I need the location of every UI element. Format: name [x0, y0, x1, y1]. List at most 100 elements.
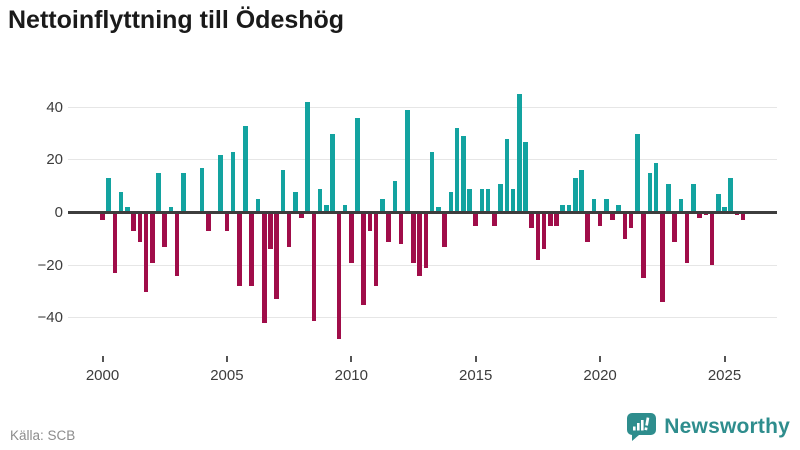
bar [311, 212, 317, 321]
bar [709, 212, 715, 266]
page-title: Nettoinflyttning till Ödeshög [8, 6, 345, 34]
x-tick [101, 356, 104, 362]
bar [162, 212, 167, 247]
bar [678, 199, 684, 213]
x-tick [474, 356, 477, 362]
bar [386, 212, 391, 242]
bar [174, 212, 180, 276]
bar [181, 173, 186, 213]
bar [230, 152, 236, 213]
bar [510, 188, 516, 213]
bar [361, 212, 367, 305]
bar [218, 154, 223, 213]
newsworthy-logo-text: Newsworthy [664, 415, 790, 438]
bar [255, 199, 261, 213]
bar [205, 212, 211, 232]
bar [137, 212, 143, 242]
bar [429, 152, 435, 213]
y-tick-label: 0 [54, 204, 63, 222]
bar [373, 212, 379, 287]
bar [355, 117, 360, 213]
x-tick [723, 356, 726, 362]
bar [579, 170, 584, 213]
bar [492, 212, 497, 226]
bar [280, 170, 286, 213]
bar [293, 191, 298, 213]
bar [324, 204, 329, 213]
y-tick-label: −20 [37, 256, 63, 274]
bar [380, 199, 385, 213]
y-tick-label: −40 [37, 309, 63, 327]
bar [131, 212, 136, 232]
bar [317, 188, 323, 213]
bar [635, 133, 640, 213]
bar [697, 212, 702, 218]
bar [740, 212, 746, 221]
bar [367, 212, 373, 232]
gridline [68, 317, 777, 319]
bar [715, 194, 721, 213]
bar [423, 212, 429, 268]
bar [398, 212, 404, 245]
bar [274, 212, 279, 300]
bar [479, 188, 485, 213]
gridline [68, 159, 777, 161]
bar [268, 212, 273, 250]
bar [249, 212, 255, 287]
bar [336, 212, 342, 339]
x-tick-label: 2015 [459, 367, 493, 384]
bar [734, 212, 740, 216]
bar [112, 212, 118, 274]
bar [591, 199, 597, 213]
bar [261, 212, 267, 324]
bar [330, 133, 335, 213]
bar [349, 212, 354, 263]
bar [286, 212, 292, 247]
bar [691, 183, 696, 213]
x-tick-label: 2000 [85, 367, 120, 384]
bar [529, 212, 534, 229]
bar [554, 212, 559, 226]
bar [504, 138, 510, 213]
bar [436, 207, 441, 213]
bar [653, 162, 659, 213]
bar [722, 207, 727, 213]
newsworthy-speech-bubble-barchart-icon [627, 413, 657, 441]
bar [604, 199, 609, 213]
bar [156, 173, 161, 213]
x-tick-label: 2010 [334, 367, 368, 384]
x-tick-label: 2005 [210, 367, 244, 384]
bar [342, 204, 348, 213]
bar [392, 181, 398, 213]
bar [660, 212, 665, 303]
gridline [68, 264, 777, 266]
bar [566, 204, 572, 213]
bar [442, 212, 447, 247]
x-tick [225, 356, 228, 362]
y-tick-label: 20 [46, 151, 63, 169]
bar [149, 212, 155, 263]
bar [622, 212, 628, 239]
x-tick-label: 2025 [707, 367, 742, 384]
zero-axis-line [68, 211, 777, 214]
bar [610, 212, 615, 221]
x-tick-label: 2020 [583, 367, 617, 384]
bar [641, 212, 646, 279]
bar [541, 212, 547, 250]
bar [199, 167, 205, 213]
bar [411, 212, 416, 263]
bar [572, 178, 578, 213]
bar [106, 178, 111, 213]
bar [473, 212, 478, 226]
bar [523, 141, 528, 213]
bar [597, 212, 603, 226]
bar [485, 188, 491, 213]
bar [143, 212, 149, 292]
source-caption: Källa: SCB [10, 428, 76, 443]
bar [516, 94, 522, 213]
bar [118, 191, 124, 213]
bar [548, 212, 553, 226]
bar [448, 191, 454, 213]
bar [168, 207, 174, 213]
